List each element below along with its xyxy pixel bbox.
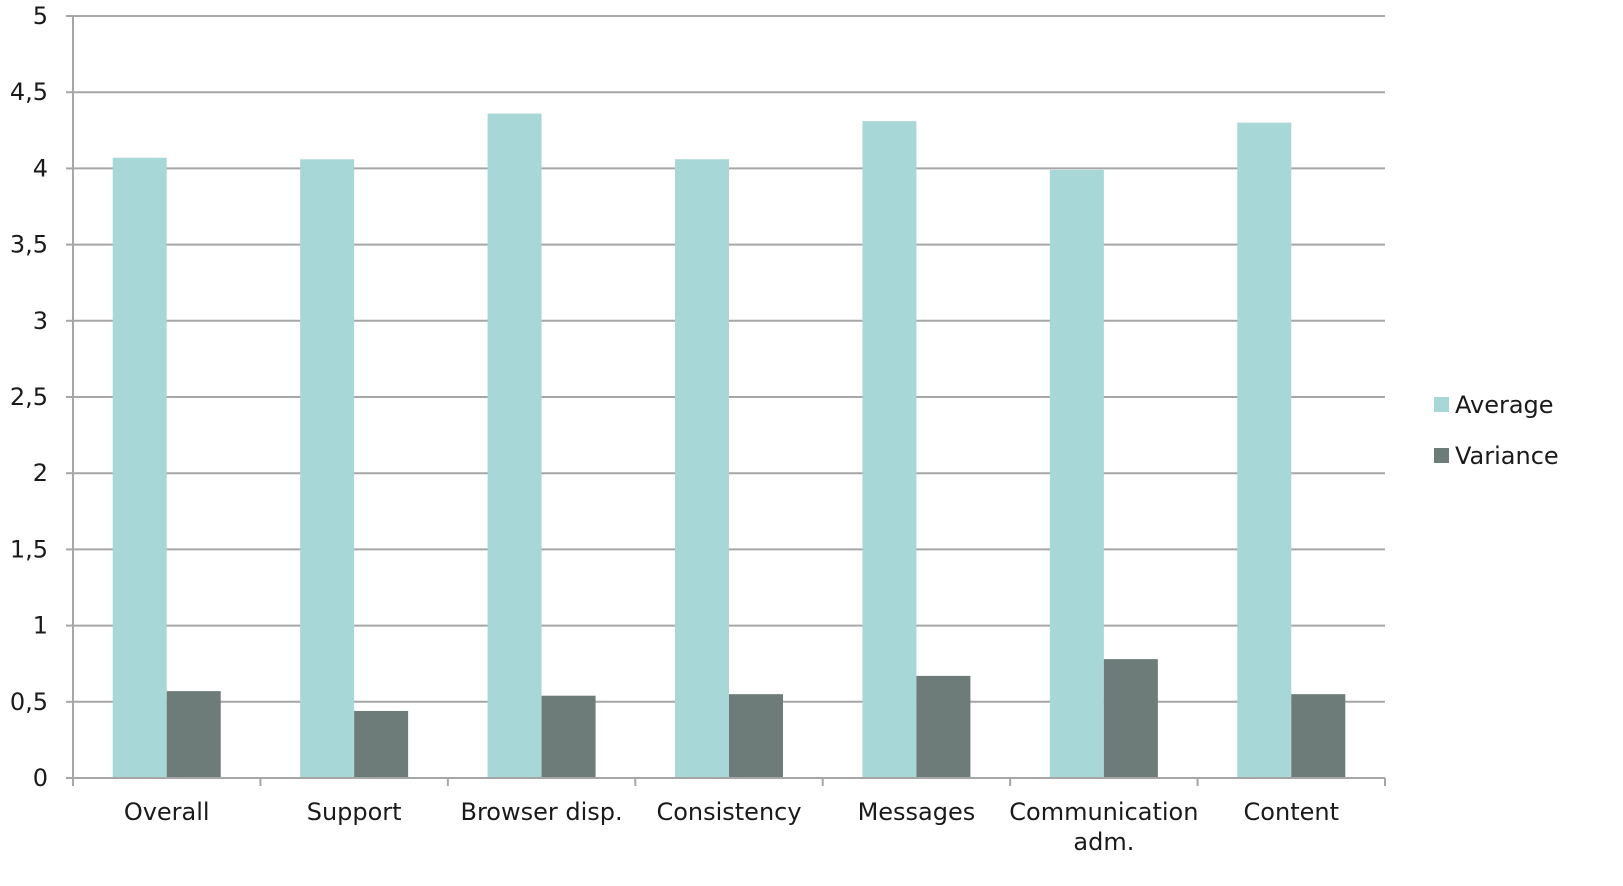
bars [112, 113, 1346, 779]
x-category-label: Overall [124, 798, 210, 826]
bar-variance [166, 691, 221, 778]
x-category-label: Content [1244, 798, 1339, 826]
bar-variance [354, 710, 409, 778]
y-tick-label: 4,5 [10, 78, 48, 106]
bar-average [862, 121, 917, 778]
y-tick-label: 1,5 [10, 535, 48, 563]
y-tick-label: 0,5 [10, 688, 48, 716]
legend-swatch-variance [1434, 448, 1449, 463]
bar-variance [1291, 694, 1346, 778]
x-category-label: Support [307, 798, 402, 826]
y-tick-label: 4 [33, 154, 48, 182]
bar-average [1237, 122, 1292, 779]
y-tick-label: 3,5 [10, 231, 48, 259]
legend-label-variance: Variance [1455, 442, 1559, 470]
bar-variance [1103, 659, 1158, 778]
bar-variance [729, 694, 783, 778]
legend-swatch-average [1434, 397, 1449, 412]
bar-average [112, 157, 167, 778]
bar-variance [916, 675, 971, 778]
y-tick-label: 1 [33, 612, 48, 640]
y-tick-label: 5 [33, 2, 48, 30]
x-category-labels: Overall Support Browser disp. Consistency Me… [124, 798, 1339, 856]
y-tick-label: 3 [33, 307, 48, 335]
bar-average [487, 113, 542, 778]
x-category-label: Communication [1009, 798, 1198, 826]
y-tick-label: 0 [33, 764, 48, 792]
y-tick-label: 2 [33, 459, 48, 487]
x-category-label: Browser disp. [460, 798, 622, 826]
bar-average [675, 159, 729, 779]
bar-variance [541, 695, 596, 778]
bar-average [300, 159, 355, 779]
x-category-label: adm. [1073, 828, 1134, 856]
x-category-label: Messages [858, 798, 976, 826]
axes [66, 15, 1386, 786]
legend-label-average: Average [1455, 391, 1554, 419]
y-tick-labels: 0 0,5 1 1,5 2 2,5 3 3,5 4 4,5 5 [10, 2, 48, 792]
legend: Average Variance [1434, 391, 1559, 470]
bar-average [1049, 169, 1104, 778]
x-category-label: Consistency [656, 798, 801, 826]
y-tick-label: 2,5 [10, 383, 48, 411]
